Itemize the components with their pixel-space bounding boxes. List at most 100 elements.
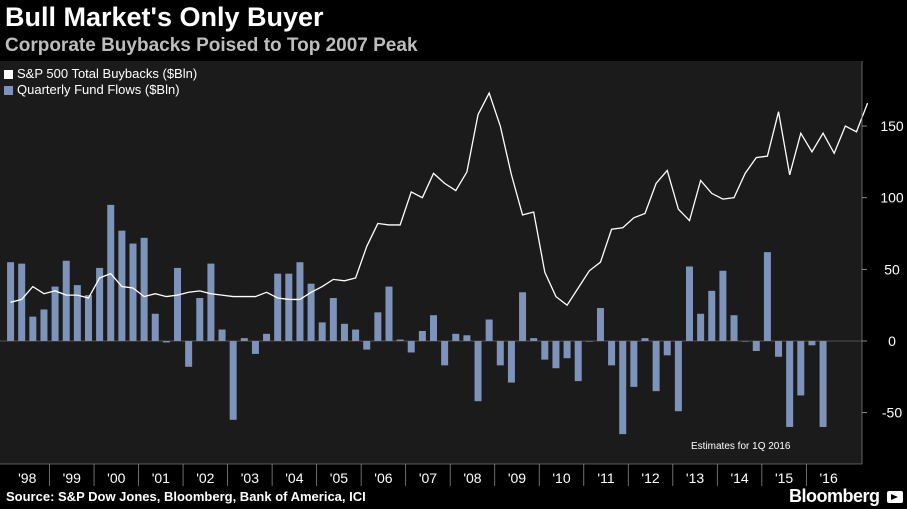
- fund-flow-bar: [630, 341, 638, 387]
- fund-flow-bar: [719, 270, 727, 341]
- fund-flow-bar: [407, 341, 415, 353]
- chart-subtitle: Corporate Buybacks Poised to Top 2007 Pe…: [5, 35, 418, 56]
- fund-flow-bar: [474, 341, 482, 402]
- fund-flow-bar: [307, 283, 315, 341]
- fund-flow-bar: [218, 329, 226, 341]
- fund-flow-bar: [552, 341, 560, 369]
- source-text: Source: S&P Dow Jones, Bloomberg, Bank o…: [6, 489, 366, 504]
- fund-flow-bar: [819, 341, 827, 427]
- x-tick-label: '02: [196, 470, 214, 486]
- fund-flow-bar: [251, 341, 259, 354]
- fund-flow-bar: [485, 319, 493, 341]
- fund-flow-bar: [463, 335, 471, 341]
- chart-title: Bull Market's Only Buyer: [5, 2, 324, 32]
- fund-flow-bar: [808, 341, 816, 346]
- fund-flow-bar: [441, 341, 449, 366]
- legend-item-fund-flows: Quarterly Fund Flows ($Bln): [4, 82, 197, 98]
- y-tick-label: 100: [880, 190, 904, 206]
- fund-flow-bar: [285, 273, 293, 341]
- fund-flow-bar: [697, 313, 705, 341]
- bloomberg-terminal-icon: [887, 491, 903, 503]
- x-tick-label: '16: [819, 470, 837, 486]
- fund-flow-bar: [151, 313, 159, 341]
- fund-flow-bar: [162, 341, 170, 343]
- bar-series: [7, 204, 827, 435]
- fund-flow-bar: [652, 341, 660, 392]
- fund-flow-bar: [240, 338, 248, 341]
- x-tick-label: '05: [330, 470, 348, 486]
- x-tick-label: '08: [463, 470, 481, 486]
- fund-flow-bar: [140, 237, 148, 341]
- x-tick-label: '15: [775, 470, 793, 486]
- fund-flow-bar: [763, 252, 771, 341]
- fund-flow-bar: [352, 329, 360, 341]
- fund-flow-bar: [530, 338, 538, 341]
- fund-flow-bar: [708, 290, 716, 341]
- fund-flow-bar: [363, 341, 371, 350]
- x-tick-label: '14: [730, 470, 748, 486]
- x-tick-label: '03: [241, 470, 259, 486]
- fund-flow-bar: [797, 341, 805, 396]
- legend: S&P 500 Total Buybacks ($Bln) Quarterly …: [4, 66, 197, 98]
- x-tick-label: '12: [641, 470, 659, 486]
- fund-flow-bar: [775, 341, 783, 357]
- x-tick-label: '98: [18, 470, 36, 486]
- y-tick-label: 150: [880, 118, 904, 134]
- fund-flow-bar: [229, 341, 237, 420]
- fund-flow-bar: [641, 338, 649, 341]
- fund-flow-bar: [329, 298, 337, 341]
- fund-flow-bar: [62, 260, 70, 341]
- y-tick-label: 0: [888, 333, 896, 349]
- fund-flow-bar: [185, 341, 193, 367]
- y-tick-label: -50: [882, 405, 902, 421]
- fund-flow-bar: [318, 322, 326, 341]
- footer: [0, 486, 907, 509]
- x-tick-label: '01: [152, 470, 170, 486]
- fund-flow-bar: [596, 308, 604, 341]
- legend-swatch-line: [4, 69, 13, 79]
- bloomberg-logo: Bloomberg: [789, 486, 880, 506]
- x-tick-label: '06: [374, 470, 392, 486]
- fund-flow-bar: [385, 286, 393, 341]
- x-tick-label: '00: [107, 470, 125, 486]
- fund-flow-bar: [129, 243, 137, 341]
- fund-flow-bar: [730, 315, 738, 341]
- fund-flow-bar: [519, 292, 527, 341]
- fund-flow-bar: [18, 263, 26, 341]
- fund-flow-bar: [563, 341, 571, 359]
- fund-flow-bar: [786, 341, 794, 427]
- fund-flow-bar: [619, 341, 627, 435]
- fund-flow-bar: [73, 285, 81, 341]
- fund-flow-bar: [541, 341, 549, 360]
- legend-label-buybacks: S&P 500 Total Buybacks ($Bln): [17, 66, 198, 81]
- fund-flow-bar: [674, 341, 682, 412]
- fund-flow-bar: [174, 267, 182, 341]
- fund-flow-bar: [507, 341, 515, 383]
- fund-flow-bar: [430, 315, 438, 341]
- buyback-line-series: [10, 91, 869, 307]
- fund-flow-bar: [84, 295, 92, 341]
- fund-flow-bar: [496, 341, 504, 366]
- x-tick-label: '13: [686, 470, 704, 486]
- fund-flow-bar: [7, 262, 15, 341]
- y-axis: 150 100 50 0 -50: [861, 61, 904, 464]
- fund-flow-bar: [29, 316, 37, 341]
- x-tick-label: '04: [285, 470, 303, 486]
- x-tick-label: '07: [419, 470, 437, 486]
- x-axis: '98 '99 '00 '01 '02 '03 '04 '05 '06 '07 '08 '09 '10 '…: [0, 463, 862, 486]
- fund-flow-bar: [663, 341, 671, 356]
- fund-flow-bar: [396, 339, 404, 341]
- x-tick-label: '09: [508, 470, 526, 486]
- fund-flow-bar: [686, 266, 693, 341]
- fund-flow-bar: [608, 341, 616, 366]
- fund-flow-bar: [296, 262, 304, 341]
- legend-label-fund-flows: Quarterly Fund Flows ($Bln): [17, 82, 180, 97]
- fund-flow-bar: [207, 263, 215, 341]
- legend-swatch-bar: [4, 85, 13, 95]
- fund-flow-bar: [196, 298, 204, 341]
- fund-flow-bar: [107, 204, 115, 341]
- fund-flow-bar: [452, 333, 460, 341]
- fund-flow-bar: [374, 312, 382, 341]
- fund-flow-bar: [40, 309, 48, 341]
